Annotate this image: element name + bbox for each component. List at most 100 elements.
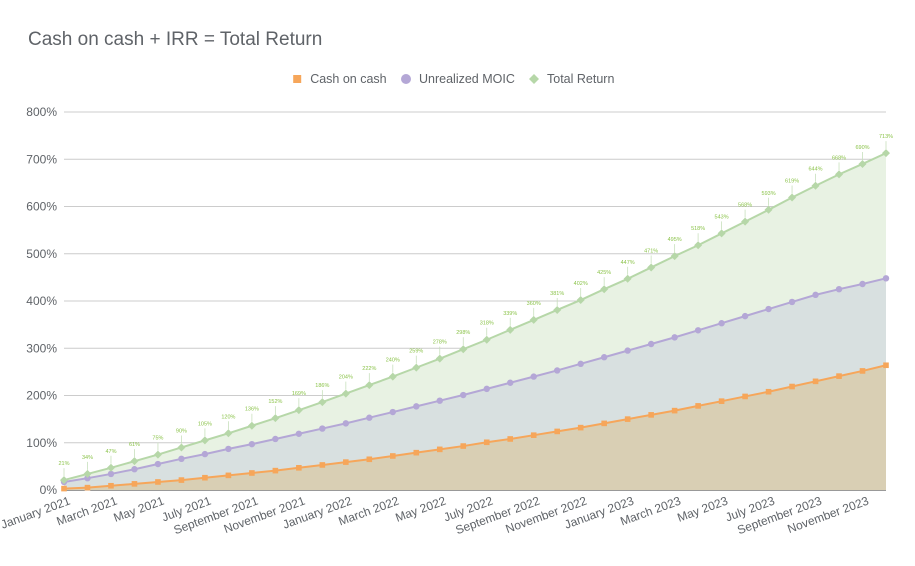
point-cash-on-cash xyxy=(272,467,279,474)
point-total-return xyxy=(741,217,750,226)
point-cash-on-cash xyxy=(554,428,560,435)
data-label: 204% xyxy=(339,375,353,381)
point-cash-on-cash xyxy=(789,383,795,390)
line-unrealized-moic xyxy=(63,277,887,483)
data-label: 278% xyxy=(433,340,447,346)
point-unrealized-moic xyxy=(577,360,584,368)
data-label: 690% xyxy=(855,145,869,151)
point-unrealized-moic xyxy=(882,275,890,282)
point-unrealized-moic xyxy=(295,430,303,437)
point-unrealized-moic xyxy=(178,455,185,463)
point-unrealized-moic xyxy=(225,445,232,453)
point-unrealized-moic xyxy=(530,373,537,380)
point-cash-on-cash xyxy=(624,416,631,422)
data-label: 402% xyxy=(574,281,588,287)
data-label: 668% xyxy=(832,155,846,161)
point-cash-on-cash xyxy=(296,464,302,471)
y-tick-label: 600% xyxy=(26,200,57,214)
legend: Cash on cash Unrealized MOIC Total Return xyxy=(293,72,614,86)
data-label: 34% xyxy=(82,455,93,461)
data-label: 318% xyxy=(480,321,494,327)
point-unrealized-moic xyxy=(483,385,490,393)
point-total-return xyxy=(435,354,444,363)
legend-label: Total Return xyxy=(547,72,614,86)
legend-marker-diamond xyxy=(529,74,539,84)
data-label: 543% xyxy=(715,214,729,220)
point-unrealized-moic xyxy=(84,474,91,482)
point-unrealized-moic xyxy=(671,334,678,341)
point-total-return xyxy=(224,429,233,438)
y-tick-label: 800% xyxy=(26,105,57,119)
point-unrealized-moic xyxy=(694,327,702,334)
point-unrealized-moic xyxy=(835,285,843,293)
data-label: 61% xyxy=(129,442,140,448)
point-total-return xyxy=(341,389,350,398)
point-cash-on-cash xyxy=(859,368,866,374)
point-total-return xyxy=(529,315,538,324)
point-unrealized-moic xyxy=(389,408,396,416)
legend-label: Cash on cash xyxy=(310,72,386,86)
point-total-return xyxy=(506,325,515,334)
point-unrealized-moic xyxy=(812,291,819,299)
point-unrealized-moic xyxy=(788,298,796,306)
point-unrealized-moic xyxy=(366,414,373,421)
point-total-return xyxy=(482,335,491,344)
data-label: 222% xyxy=(362,366,376,372)
data-label: 339% xyxy=(503,311,517,317)
legend-item-unrealized-moic: Unrealized MOIC xyxy=(401,72,515,86)
point-cash-on-cash xyxy=(108,482,114,489)
point-total-return xyxy=(200,436,209,445)
data-label: 644% xyxy=(809,167,823,173)
data-label: 21% xyxy=(58,461,69,467)
data-label: 381% xyxy=(550,291,564,297)
y-tick-label: 300% xyxy=(26,341,57,355)
data-label: 495% xyxy=(668,237,682,243)
point-total-return xyxy=(647,263,656,272)
data-label: 360% xyxy=(527,301,541,307)
point-cash-on-cash xyxy=(812,378,819,385)
point-cash-on-cash xyxy=(530,432,537,438)
legend-marker-square xyxy=(293,75,302,83)
point-cash-on-cash xyxy=(883,362,889,369)
point-cash-on-cash xyxy=(577,424,584,431)
point-total-return xyxy=(717,229,726,238)
point-cash-on-cash xyxy=(366,456,373,463)
point-cash-on-cash xyxy=(507,436,514,442)
chart-title: Cash on cash + IRR = Total Return xyxy=(28,29,323,50)
y-tick-label: 100% xyxy=(26,436,57,450)
point-total-return xyxy=(153,450,162,459)
point-cash-on-cash xyxy=(178,477,185,483)
point-cash-on-cash xyxy=(648,412,654,418)
data-label: 90% xyxy=(176,428,187,434)
point-total-return xyxy=(882,149,890,158)
point-total-return xyxy=(318,398,327,407)
point-total-return xyxy=(600,285,609,294)
point-total-return xyxy=(412,363,421,372)
legend-marker-circle xyxy=(401,74,411,84)
y-tick-label: 0% xyxy=(40,483,58,497)
point-total-return xyxy=(247,421,256,430)
point-unrealized-moic xyxy=(718,320,725,327)
data-label: 186% xyxy=(315,383,329,389)
point-cash-on-cash xyxy=(225,472,232,479)
point-cash-on-cash xyxy=(319,462,326,468)
point-total-return xyxy=(553,305,562,314)
point-unrealized-moic xyxy=(201,450,209,458)
point-cash-on-cash xyxy=(742,393,748,400)
data-label: 120% xyxy=(221,414,235,420)
point-cash-on-cash xyxy=(695,403,701,409)
point-total-return xyxy=(811,181,820,190)
point-unrealized-moic xyxy=(272,435,279,443)
y-tick-label: 400% xyxy=(26,294,57,308)
point-total-return xyxy=(388,372,397,381)
data-label: 447% xyxy=(621,260,635,266)
legend-item-total-return: Total Return xyxy=(529,72,614,86)
point-total-return xyxy=(294,406,303,415)
point-cash-on-cash xyxy=(84,484,91,491)
point-total-return xyxy=(459,345,468,354)
point-total-return xyxy=(694,241,703,250)
point-unrealized-moic xyxy=(460,391,467,399)
y-tick-label: 700% xyxy=(26,152,57,166)
point-unrealized-moic xyxy=(342,420,350,427)
